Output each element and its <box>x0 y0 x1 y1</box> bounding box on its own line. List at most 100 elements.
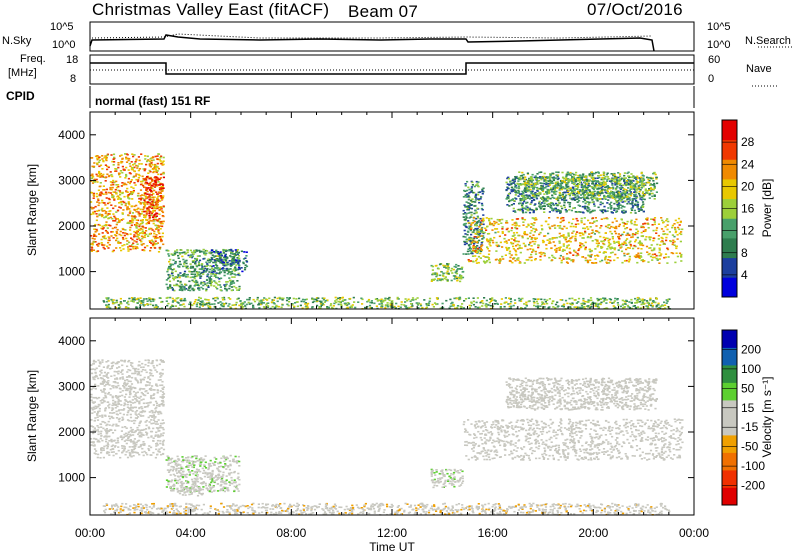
power-cell <box>557 210 560 212</box>
power-cell <box>235 264 238 266</box>
power-cell <box>633 195 636 198</box>
power-cell <box>634 176 637 179</box>
power-cell <box>151 216 155 218</box>
power-cell <box>161 210 164 212</box>
power-cell <box>156 179 159 181</box>
power-cell <box>204 254 207 256</box>
power-cell <box>465 217 468 219</box>
power-cell <box>431 265 434 268</box>
power-cell <box>595 181 598 183</box>
power-cell <box>495 258 498 261</box>
power-cell <box>638 257 641 259</box>
power-cell <box>475 193 478 196</box>
power-cell <box>535 179 538 181</box>
power-cell <box>115 247 118 249</box>
power-cell <box>565 227 568 230</box>
power-cell <box>157 229 160 231</box>
power-cell <box>538 252 541 254</box>
power-cell <box>150 194 153 196</box>
power-cell <box>158 213 161 216</box>
power-cell <box>617 176 620 179</box>
power-cell <box>210 275 213 277</box>
power-cell <box>616 186 619 188</box>
power-cell <box>638 298 641 300</box>
power-cell <box>135 241 138 243</box>
power-cell <box>96 243 99 246</box>
power-cell <box>616 205 620 208</box>
power-cell <box>213 285 216 287</box>
power-cell <box>161 225 164 228</box>
power-cell <box>629 176 632 178</box>
power-cell <box>225 250 228 252</box>
power-cell <box>556 174 560 176</box>
power-cell <box>185 284 188 286</box>
date-label: 07/Oct/2016 <box>587 0 683 19</box>
power-cell <box>475 260 478 262</box>
power-cell <box>531 209 534 211</box>
power-cell <box>632 205 635 207</box>
power-cell <box>117 304 120 306</box>
power-cell <box>602 236 605 239</box>
power-cell <box>202 302 205 305</box>
power-cell <box>478 201 481 204</box>
power-cell <box>619 190 622 193</box>
power-cell <box>98 174 101 177</box>
power-cell <box>651 192 654 195</box>
power-cell <box>585 180 588 183</box>
power-cell <box>586 201 590 203</box>
power-cell <box>296 301 299 303</box>
power-cell <box>642 244 645 247</box>
power-cell <box>530 245 533 247</box>
power-cell <box>488 301 491 304</box>
power-cell <box>594 179 597 182</box>
power-cell <box>467 297 470 299</box>
power-cell <box>514 259 517 262</box>
power-cell <box>237 266 241 269</box>
power-cell <box>642 179 646 181</box>
power-cell <box>539 255 542 258</box>
power-cell <box>107 236 110 238</box>
power-cell <box>614 297 617 300</box>
power-cell <box>633 191 636 193</box>
power-cell <box>597 206 600 209</box>
power-cell <box>98 170 101 173</box>
power-cell <box>450 279 453 282</box>
power-cell <box>517 192 520 194</box>
power-cell <box>121 171 124 174</box>
power-cell <box>565 261 569 263</box>
power-cell <box>240 303 243 306</box>
power-cell <box>591 181 594 183</box>
power-cell <box>497 231 500 233</box>
power-cell <box>532 227 535 230</box>
power-cell <box>468 260 471 263</box>
power-cell <box>117 164 120 166</box>
power-cell <box>90 243 93 245</box>
power-cell <box>133 235 136 238</box>
power-cell <box>631 234 634 236</box>
power-cell <box>555 208 558 211</box>
power-cell <box>190 273 193 275</box>
power-cell <box>620 218 623 221</box>
power-cell <box>532 211 535 214</box>
power-cell <box>139 195 142 197</box>
power-cell <box>98 202 101 204</box>
power-cell <box>92 180 95 183</box>
power-cell <box>180 249 183 251</box>
power-cell <box>610 208 613 210</box>
power-cell <box>638 240 642 242</box>
power-cell <box>587 184 590 187</box>
power-cell <box>571 186 574 189</box>
power-cell <box>600 188 604 191</box>
power-cell <box>149 165 153 168</box>
power-cell <box>442 264 445 267</box>
power-cell <box>584 230 587 233</box>
power-cell <box>675 245 678 248</box>
power-cell <box>550 204 553 207</box>
power-cell <box>451 301 454 304</box>
power-cell <box>648 179 651 182</box>
power-cell <box>665 219 668 222</box>
power-cell <box>522 242 525 245</box>
power-cell <box>456 305 460 307</box>
power-cell <box>527 195 530 198</box>
power-cell <box>466 180 469 183</box>
